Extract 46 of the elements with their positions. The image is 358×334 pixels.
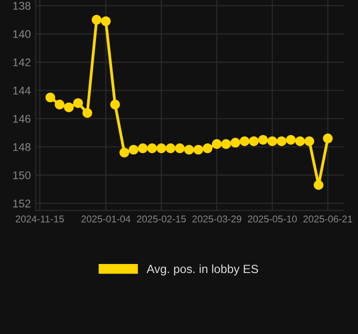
point <box>64 102 74 112</box>
point <box>304 136 314 146</box>
point <box>138 143 148 154</box>
point <box>221 139 231 149</box>
point <box>212 139 222 149</box>
y-tick-label: 150 <box>13 171 31 180</box>
point <box>110 100 120 110</box>
point <box>147 143 157 154</box>
point <box>240 136 250 146</box>
point <box>248 136 259 146</box>
y-tick-label: 144 <box>13 86 31 94</box>
point <box>258 134 268 145</box>
y-tick-label: 142 <box>13 58 30 66</box>
point <box>202 143 212 154</box>
y-tick-label: 138 <box>13 2 30 10</box>
x-tick-label: 2025-02-15 <box>136 216 186 222</box>
point <box>314 180 324 190</box>
point <box>166 143 176 154</box>
y-tick-label: 152 <box>13 200 30 208</box>
point <box>230 138 240 148</box>
point <box>184 144 194 155</box>
point <box>119 148 130 158</box>
point <box>54 100 64 110</box>
point <box>156 143 166 154</box>
x-tick-label: 2025-06-21 <box>303 216 352 222</box>
y-tick-label: 146 <box>13 114 30 123</box>
point <box>322 134 333 144</box>
x-tick-label: 2025-05-10 <box>248 216 297 222</box>
x-tick-label: 2025-03-29 <box>192 216 242 222</box>
point <box>286 134 296 145</box>
point <box>295 136 305 146</box>
point <box>92 14 102 25</box>
legend-label: Avg. pos. in lobby ES <box>146 264 258 276</box>
y-tick-label: 140 <box>13 30 31 38</box>
x-tick-label: 2025-01-04 <box>81 216 130 222</box>
point <box>193 144 204 155</box>
point <box>267 136 278 146</box>
point <box>174 143 185 154</box>
point <box>128 144 138 155</box>
x-tick-label: 2024-11-15 <box>16 216 64 222</box>
point <box>82 108 92 118</box>
point <box>276 136 286 146</box>
point <box>73 98 83 108</box>
point <box>45 92 56 102</box>
point <box>100 16 111 26</box>
y-tick-label: 148 <box>13 143 30 152</box>
